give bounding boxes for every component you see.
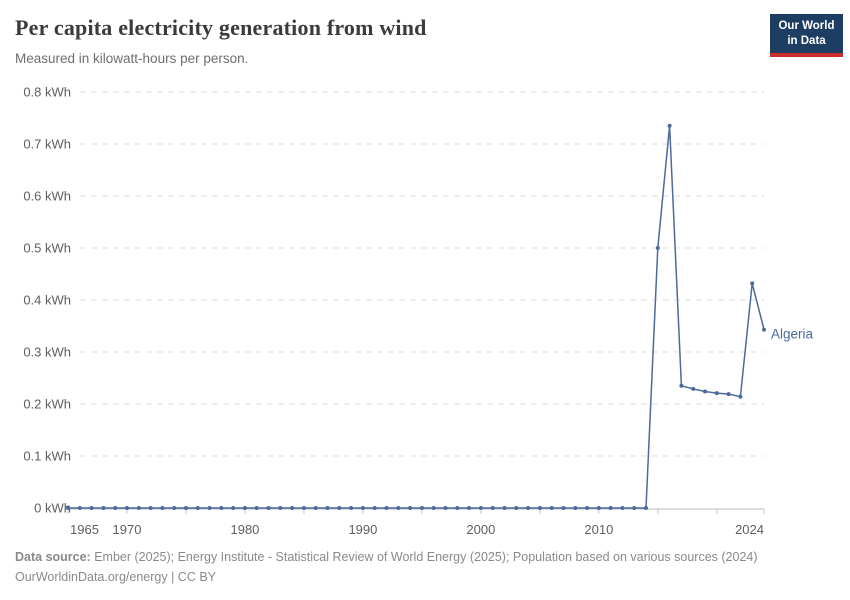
data-point <box>66 506 70 510</box>
data-point <box>384 506 389 510</box>
data-point <box>278 506 283 510</box>
y-axis-tick-label: 0.2 kWh <box>23 397 71 412</box>
data-point <box>502 506 507 510</box>
data-point <box>408 506 413 510</box>
y-axis-tick-label: 0.5 kWh <box>23 241 71 256</box>
y-axis-tick-label: 0.1 kWh <box>23 449 71 464</box>
y-axis-tick-label: 0.7 kWh <box>23 137 71 152</box>
data-point <box>726 392 731 397</box>
data-point <box>219 506 224 510</box>
data-point <box>644 506 648 510</box>
data-point <box>738 394 743 399</box>
data-point <box>396 506 401 510</box>
data-point <box>372 506 377 510</box>
data-point <box>596 506 601 510</box>
y-axis-tick-label: 0 kWh <box>34 501 71 516</box>
data-point <box>313 506 318 510</box>
x-axis-tick-label: 1970 <box>113 522 142 537</box>
data-point <box>585 506 590 510</box>
chart-footer: Data source: Ember (2025); Energy Instit… <box>15 547 758 587</box>
data-point <box>490 506 495 510</box>
data-point <box>455 506 460 510</box>
data-point <box>231 506 236 510</box>
data-point <box>632 506 637 510</box>
data-point <box>301 506 306 510</box>
data-point <box>195 506 200 510</box>
data-point <box>537 506 542 510</box>
data-point <box>266 506 271 510</box>
data-point <box>608 506 613 510</box>
data-point <box>679 383 684 388</box>
data-point <box>113 506 118 510</box>
x-axis-tick-label: 1990 <box>348 522 377 537</box>
x-axis-tick-label: 1980 <box>230 522 259 537</box>
owid-logo-line2: in Data <box>787 34 826 47</box>
data-point <box>703 389 707 394</box>
data-point <box>290 506 295 510</box>
data-point <box>337 506 342 510</box>
data-source-line: Data source: Ember (2025); Energy Instit… <box>15 547 758 567</box>
series-label-algeria: Algeria <box>771 327 814 342</box>
data-point <box>561 506 566 510</box>
data-point <box>691 386 696 391</box>
x-axis-tick-label: 2010 <box>584 522 613 537</box>
data-point <box>762 327 766 332</box>
data-point <box>172 506 177 510</box>
data-point <box>125 506 129 510</box>
data-point <box>207 506 212 510</box>
data-source-text: Ember (2025); Energy Institute - Statist… <box>94 550 758 564</box>
x-axis-tick-label: 1965 <box>70 522 99 537</box>
data-point <box>620 506 625 510</box>
data-point <box>89 506 94 510</box>
page-title: Per capita electricity generation from w… <box>15 15 427 40</box>
data-point <box>77 506 82 510</box>
x-axis-tick-label: 2000 <box>466 522 495 537</box>
data-point <box>667 123 672 128</box>
chart-subtitle: Measured in kilowatt-hours per person. <box>15 51 249 66</box>
owid-logo: Our World in Data <box>770 14 843 57</box>
y-axis-tick-label: 0.3 kWh <box>23 345 71 360</box>
data-point <box>136 506 141 510</box>
data-point <box>419 506 424 510</box>
owid-logo-line1: Our World <box>778 20 835 33</box>
data-point <box>431 506 436 510</box>
license-line: OurWorldinData.org/energy | CC BY <box>15 570 217 584</box>
data-point <box>655 246 660 250</box>
y-axis-tick-label: 0.6 kWh <box>23 189 71 204</box>
data-point <box>514 506 519 510</box>
x-axis-tick-label: 2024 <box>735 522 764 537</box>
data-point <box>443 506 448 510</box>
y-axis-tick-label: 0.8 kWh <box>23 85 71 100</box>
data-source-label: Data source: <box>15 550 91 564</box>
data-point <box>573 506 578 510</box>
y-axis-tick-label: 0.4 kWh <box>23 293 71 308</box>
data-line-algeria <box>68 125 765 509</box>
data-point <box>549 506 554 510</box>
data-point <box>526 506 531 510</box>
data-point <box>349 506 354 510</box>
data-point <box>478 506 483 510</box>
data-point <box>325 506 330 510</box>
data-point <box>148 506 153 510</box>
data-point <box>101 506 106 510</box>
data-point <box>242 506 247 510</box>
data-point <box>184 506 188 510</box>
data-point <box>360 506 365 510</box>
data-point <box>750 281 755 286</box>
data-point <box>714 391 719 396</box>
data-point <box>254 506 259 510</box>
data-point <box>467 506 472 510</box>
data-point <box>160 506 165 510</box>
